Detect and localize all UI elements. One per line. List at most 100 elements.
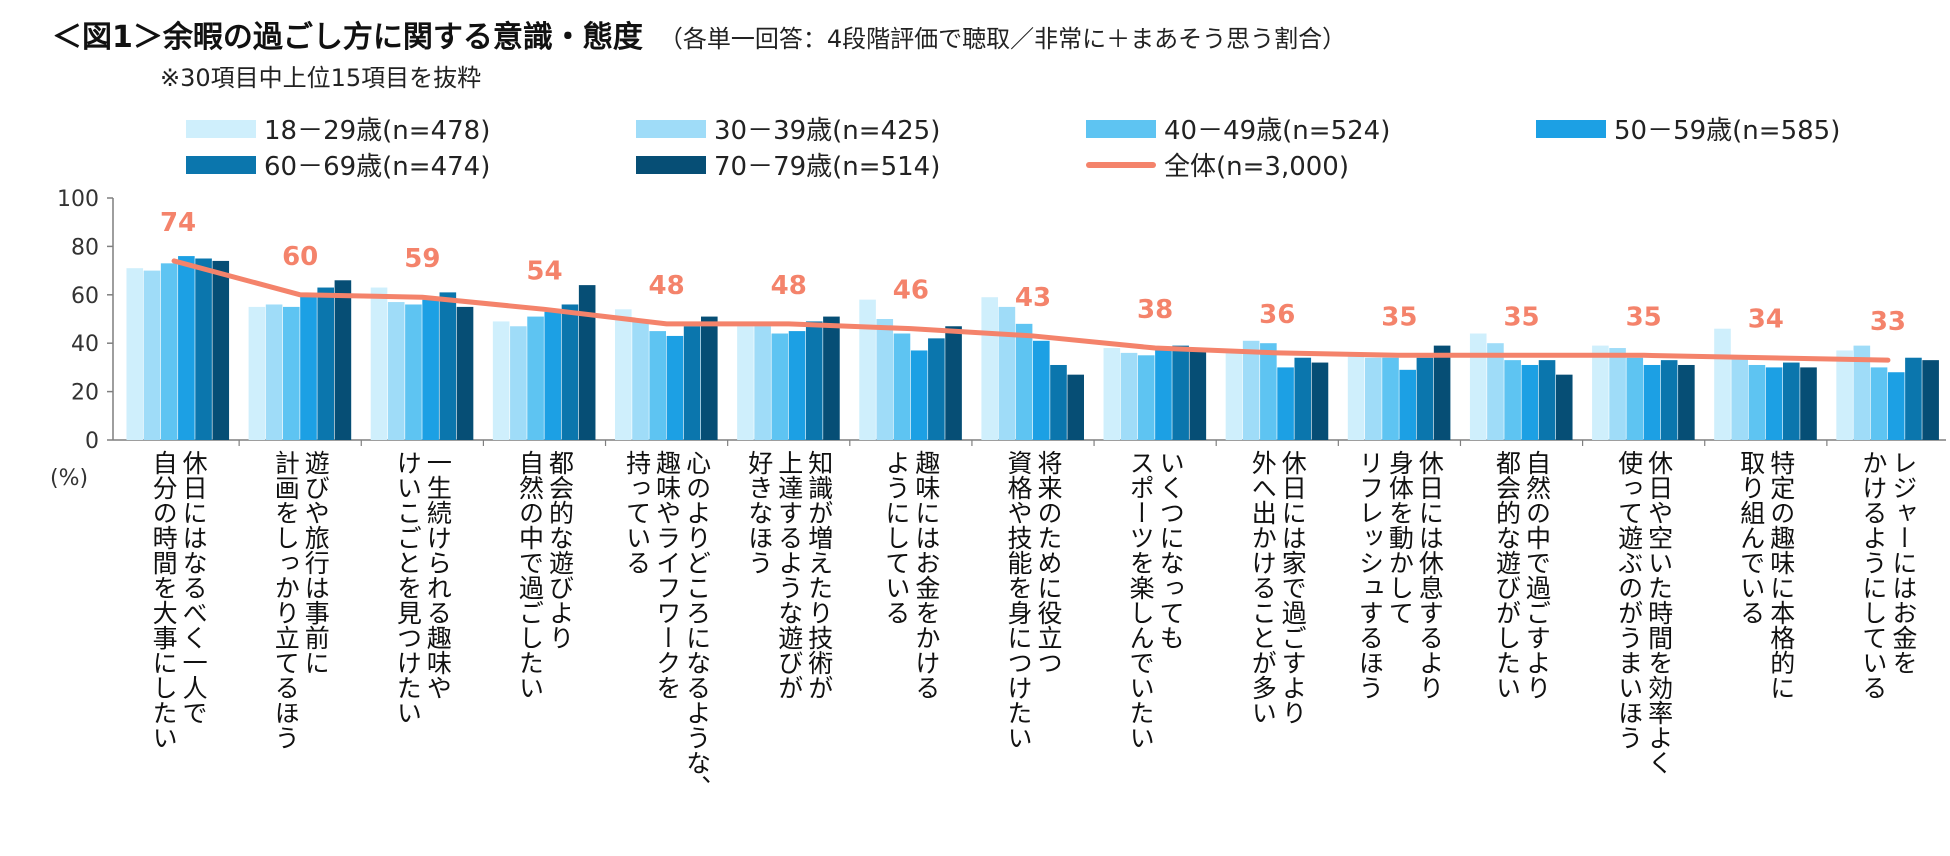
bar — [1521, 364, 1539, 440]
legend-item-70-79: 70－79歳(n=514) — [636, 146, 940, 183]
bar — [370, 287, 388, 440]
bar — [1887, 372, 1905, 440]
category-label: 休日には家で過ごすより 外へ出かけることが多い — [1248, 450, 1308, 725]
bar — [1172, 345, 1189, 440]
legend-item-30-39: 30－39歳(n=425) — [636, 110, 940, 147]
total-data-label: 34 — [1748, 305, 1784, 335]
bar — [178, 256, 195, 440]
legend-label-total: 全体(n=3,000) — [1164, 152, 1349, 182]
bar — [1678, 364, 1695, 440]
bar — [195, 258, 212, 440]
legend-swatch-60-69 — [186, 155, 256, 174]
total-line — [171, 258, 1891, 363]
chart-title: ＜図1＞余暇の過ごし方に関する意識・態度 （各単一回答：4段階評価で聴取／非常に＋… — [52, 12, 1346, 56]
bar — [754, 326, 771, 440]
category-label: 休日には休息するより 身体を動かして リフレッシュするほう — [1355, 450, 1445, 700]
bar — [1643, 364, 1661, 440]
legend-swatch-30-39 — [636, 119, 706, 138]
bar — [1922, 360, 1939, 440]
legend-item-total: 全体(n=3,000) — [1086, 146, 1349, 183]
y-tick-label: 100 — [57, 187, 99, 212]
legend-label-30-39: 30－39歳(n=425) — [714, 116, 941, 146]
bar — [823, 316, 840, 440]
bar — [1399, 369, 1416, 440]
bar — [510, 326, 527, 440]
legend-label-18-29: 18－29歳(n=478) — [264, 116, 491, 146]
bar — [1714, 328, 1731, 440]
total-data-label: 35 — [1503, 302, 1539, 332]
bar — [1294, 357, 1312, 440]
bar — [422, 299, 439, 440]
bar — [928, 338, 945, 440]
bar — [1609, 348, 1626, 440]
bar — [1103, 348, 1121, 440]
legend-item-60-69: 60－69歳(n=474) — [186, 146, 490, 183]
bar — [788, 331, 806, 440]
bar — [265, 304, 283, 440]
bar — [1433, 345, 1451, 440]
bar — [1555, 374, 1573, 440]
bar — [1765, 367, 1783, 440]
bar — [1365, 357, 1382, 440]
bar — [859, 299, 876, 440]
y-tick-label: 80 — [71, 235, 99, 260]
bar — [1225, 350, 1243, 440]
legend-item-18-29: 18－29歳(n=478) — [186, 110, 490, 147]
bar — [1592, 345, 1609, 440]
category-label: 休日にはなるべく一人で 自分の時間を大事にしたい — [149, 450, 209, 750]
bar — [1311, 362, 1329, 440]
bar — [1242, 340, 1260, 440]
total-data-label: 54 — [526, 256, 562, 286]
bar — [1015, 323, 1033, 440]
y-tick-label: 60 — [71, 284, 99, 309]
bar — [805, 321, 823, 440]
legend-label-70-79: 70－79歳(n=514) — [714, 152, 941, 182]
legend-swatch-70-79 — [636, 155, 706, 174]
legend-label-40-49: 40－49歳(n=524) — [1164, 116, 1391, 146]
bar — [405, 304, 422, 440]
bar — [544, 311, 562, 440]
bar — [737, 326, 754, 440]
category-label: 趣味にはお金をかける ようにしている — [881, 450, 941, 700]
total-data-label: 38 — [1137, 295, 1173, 325]
bar — [561, 304, 579, 440]
total-data-label: 48 — [771, 271, 807, 301]
legend-swatch-18-29 — [186, 119, 256, 138]
bar — [1504, 360, 1521, 440]
bar — [439, 292, 457, 440]
bar — [1067, 374, 1084, 440]
total-data-label: 35 — [1626, 302, 1662, 332]
bar — [910, 350, 928, 440]
bar — [334, 280, 352, 440]
bar — [1748, 364, 1766, 440]
bar — [1731, 357, 1748, 440]
bar — [1783, 362, 1800, 440]
bar — [1905, 357, 1922, 440]
total-data-label: 43 — [1015, 283, 1051, 313]
bar — [683, 326, 701, 440]
bar — [998, 306, 1016, 440]
bar — [1853, 345, 1871, 440]
bar — [649, 331, 666, 440]
bar — [632, 321, 649, 440]
bar — [701, 316, 718, 440]
chart-title-note: （各単一回答：4段階評価で聴取／非常に＋まあそう思う割合） — [658, 25, 1347, 53]
bar — [981, 297, 998, 440]
bar — [387, 302, 405, 440]
y-axis-unit-label: (%) — [50, 466, 89, 491]
bar — [317, 287, 334, 440]
category-label: 知識が増えたり技術が 上達するような遊びが 好きなほう — [744, 450, 834, 700]
bar — [1155, 350, 1172, 440]
bar — [143, 270, 161, 440]
bar — [1538, 360, 1556, 440]
category-label: いくつになっても スポーツを楽しんでいたい — [1126, 450, 1186, 750]
bar — [1416, 357, 1434, 440]
bar — [578, 285, 596, 440]
category-label: 心のよりどころになるような、 趣味やライフワークを 持っている — [622, 450, 712, 800]
total-data-label: 33 — [1870, 307, 1906, 337]
total-data-label: 35 — [1381, 302, 1417, 332]
total-data-label: 74 — [160, 208, 196, 238]
bar — [492, 321, 510, 440]
bar — [300, 294, 317, 440]
